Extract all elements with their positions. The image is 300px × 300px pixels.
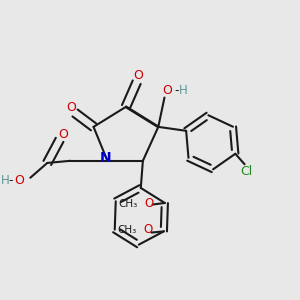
Text: O: O: [66, 101, 76, 114]
Text: N: N: [100, 151, 112, 165]
Text: CH₃: CH₃: [118, 225, 137, 235]
Text: -: -: [8, 174, 13, 187]
Text: O: O: [58, 128, 68, 141]
Text: -: -: [175, 84, 179, 97]
Text: Cl: Cl: [240, 165, 252, 178]
Text: O: O: [144, 197, 153, 210]
Text: H: H: [179, 84, 188, 97]
Text: O: O: [162, 84, 172, 97]
Text: O: O: [15, 174, 25, 187]
Text: O: O: [143, 223, 152, 236]
Text: H: H: [1, 174, 9, 187]
Text: CH₃: CH₃: [119, 199, 138, 208]
Text: O: O: [133, 69, 143, 82]
